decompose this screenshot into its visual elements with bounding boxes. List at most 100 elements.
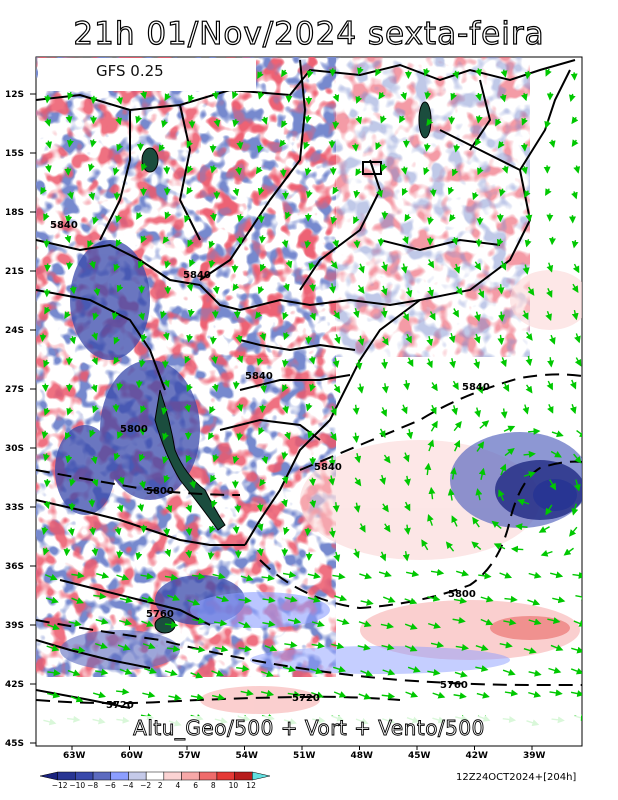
contour-label: 5800 (448, 589, 476, 600)
wind-arrow (403, 501, 411, 512)
wind-arrow (46, 644, 60, 652)
wind-arrow (427, 259, 435, 269)
wind-arrow (47, 623, 60, 631)
colorbar-segment (181, 771, 200, 781)
wind-arrow (473, 358, 481, 369)
wind-arrow (209, 212, 217, 222)
wind-arrow (284, 641, 298, 649)
contour-label: 5720 (106, 700, 134, 711)
wind-arrow (211, 383, 219, 393)
wind-arrow (142, 691, 156, 699)
wind-arrow (135, 115, 142, 124)
wind-arrow (207, 551, 215, 560)
wind-arrow (575, 593, 582, 601)
wind-arrow (430, 568, 445, 576)
wind-arrow (282, 405, 289, 414)
wind-arrow (480, 595, 494, 603)
wind-arrow (407, 666, 421, 673)
wind-arrow (305, 190, 313, 199)
wind-arrow (67, 191, 74, 200)
wind-arrow (88, 499, 96, 508)
wind-arrow (93, 287, 101, 297)
wind-arrow (279, 139, 287, 148)
wind-arrow (187, 309, 195, 318)
wind-arrow (573, 453, 582, 464)
wind-arrow (71, 597, 84, 604)
wind-arrow (453, 263, 461, 274)
wind-arrow (353, 240, 361, 249)
wind-arrow (91, 547, 99, 557)
wind-arrow (357, 66, 364, 76)
wind-arrow (497, 311, 505, 322)
wind-arrow (400, 263, 408, 274)
wind-arrow (282, 359, 289, 368)
wind-arrow (401, 404, 408, 415)
bottom-label-band (37, 716, 581, 745)
wind-arrow (330, 216, 338, 225)
wind-arrow (137, 503, 145, 512)
wind-arrow (528, 571, 542, 579)
wind-arrow (213, 619, 228, 627)
wind-arrow (500, 408, 508, 419)
wind-arrow (405, 333, 412, 344)
wind-arrow (260, 384, 267, 393)
wind-arrow (67, 527, 75, 537)
wind-arrow (545, 504, 553, 516)
wind-arrow (453, 597, 468, 604)
wind-arrow (190, 693, 205, 701)
lon-tick-label: 60W (121, 751, 144, 761)
lat-tick-label: 24S (5, 326, 24, 336)
wind-arrow (381, 643, 395, 651)
wind-arrow (499, 463, 507, 476)
wind-arrow (162, 236, 170, 244)
wind-arrow (547, 617, 561, 624)
wind-arrow (452, 168, 459, 177)
wind-arrow (429, 311, 436, 321)
wind-arrow (262, 620, 276, 628)
wind-arrow (355, 95, 363, 104)
wind-arrow (67, 91, 74, 100)
wind-arrow (281, 239, 289, 248)
wind-arrow (427, 216, 435, 225)
wind-arrow (66, 139, 74, 148)
wind-arrow (116, 382, 124, 391)
wind-arrow (135, 551, 143, 561)
wind-arrow (91, 478, 99, 487)
wind-arrow (116, 96, 123, 105)
wind-arrow (209, 336, 217, 345)
wind-arrow (451, 515, 458, 527)
wind-arrow (235, 334, 243, 344)
wind-arrow (351, 143, 359, 152)
wind-arrow (45, 596, 59, 604)
wind-arrow (573, 479, 581, 492)
wind-arrow (522, 264, 530, 275)
wind-arrow (117, 644, 131, 651)
wind-arrow (378, 570, 392, 578)
wind-arrow (116, 431, 124, 440)
wind-arrow (525, 331, 533, 341)
wind-arrow (91, 357, 98, 366)
colorbar-segment (57, 771, 76, 781)
wind-arrow (236, 403, 244, 412)
wind-arrow (188, 259, 196, 268)
wind-arrow (113, 336, 121, 345)
wind-arrow (67, 669, 81, 677)
wind-arrow (115, 117, 122, 126)
wind-arrow (281, 69, 288, 78)
wind-arrow (186, 283, 194, 292)
wind-arrow (284, 431, 291, 441)
wind-arrow (570, 690, 582, 697)
wind-arrow (166, 645, 181, 653)
wind-arrow (92, 312, 100, 321)
wind-arrow (287, 617, 302, 625)
wind-arrow (477, 167, 484, 176)
wind-arrow (546, 262, 554, 273)
wind-arrow (96, 572, 110, 579)
wind-arrow (381, 261, 388, 272)
wind-arrow (540, 550, 553, 557)
wind-arrow (164, 93, 172, 101)
wind-arrow (495, 118, 502, 127)
colorbar-segment (216, 771, 235, 781)
wind-arrow (523, 647, 537, 654)
